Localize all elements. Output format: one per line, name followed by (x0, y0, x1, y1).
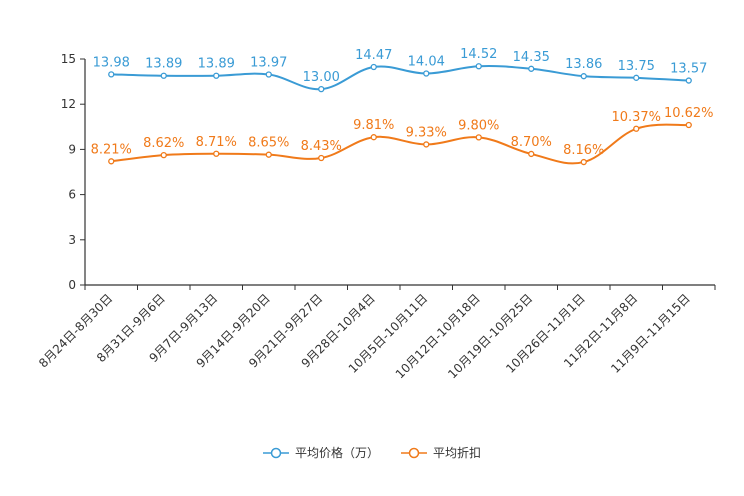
data-label: 10.62% (664, 106, 714, 121)
legend-swatch-discount-icon (401, 447, 427, 458)
data-point[interactable] (108, 71, 115, 78)
data-point[interactable] (685, 121, 692, 129)
data-label: 8.43% (301, 139, 342, 154)
data-point[interactable] (318, 154, 325, 162)
legend-label-price: 平均价格（万） (294, 446, 379, 460)
data-point[interactable] (213, 72, 220, 79)
y-tick-label: 9 (68, 142, 76, 156)
data-point[interactable] (265, 71, 272, 78)
data-label: 13.89 (198, 57, 235, 72)
data-point[interactable] (318, 85, 325, 93)
data-label: 13.86 (565, 57, 602, 72)
y-tick-label: 12 (61, 97, 76, 111)
data-label: 14.04 (408, 54, 445, 69)
legend-item-discount[interactable]: 平均折扣 (401, 444, 481, 461)
data-label: 13.57 (670, 62, 707, 77)
data-point[interactable] (370, 134, 377, 141)
data-point[interactable] (580, 73, 587, 80)
data-point[interactable] (528, 150, 535, 158)
data-point[interactable] (370, 63, 377, 71)
legend-label-discount: 平均折扣 (433, 446, 482, 460)
y-tick-label: 15 (61, 52, 76, 66)
data-label: 13.89 (145, 57, 182, 72)
data-label: 13.98 (93, 55, 130, 70)
data-point[interactable] (108, 158, 115, 165)
series-line-discount (111, 123, 689, 165)
data-point[interactable] (213, 150, 220, 157)
data-label: 14.35 (513, 50, 550, 65)
data-label: 13.75 (618, 59, 655, 74)
data-label: 8.62% (143, 136, 184, 151)
data-point[interactable] (475, 134, 482, 141)
data-label: 8.21% (91, 142, 132, 157)
chart-axes: 036912158月24日-8月30日8月31日-9月6日9月7日-9月13日9… (36, 52, 716, 381)
data-label: 14.47 (355, 48, 392, 63)
y-tick-label: 0 (68, 278, 76, 292)
data-label: 9.33% (406, 125, 447, 140)
data-point[interactable] (633, 74, 640, 81)
data-label: 8.71% (196, 135, 237, 150)
data-point[interactable] (475, 63, 482, 70)
y-tick-label: 3 (68, 233, 76, 247)
data-point[interactable] (528, 65, 535, 72)
legend-item-price[interactable]: 平均价格（万） (262, 444, 379, 461)
data-label: 10.37% (611, 110, 661, 125)
data-point[interactable] (160, 72, 167, 79)
data-point[interactable] (160, 151, 167, 159)
data-label: 9.81% (353, 118, 394, 133)
data-point[interactable] (580, 158, 587, 166)
legend: 平均价格（万） 平均折扣 (0, 444, 744, 461)
series-line-price (111, 65, 689, 91)
data-label: 9.80% (458, 118, 499, 133)
data-point[interactable] (423, 70, 430, 77)
data-label: 13.97 (250, 56, 287, 71)
data-label: 14.52 (460, 47, 497, 62)
data-label: 8.16% (563, 143, 604, 158)
data-label: 13.00 (303, 70, 340, 85)
data-point[interactable] (265, 151, 272, 158)
data-point[interactable] (685, 77, 692, 84)
chart-series: 13.98 13.89 13.89 13.97 13.00 14.47 14.04 14.52… (91, 47, 714, 166)
data-label: 8.65% (248, 136, 289, 151)
y-tick-label: 6 (68, 188, 76, 202)
data-point[interactable] (633, 125, 640, 132)
data-label: 8.70% (511, 135, 552, 150)
data-point[interactable] (423, 141, 430, 148)
legend-swatch-price-icon (262, 447, 289, 458)
